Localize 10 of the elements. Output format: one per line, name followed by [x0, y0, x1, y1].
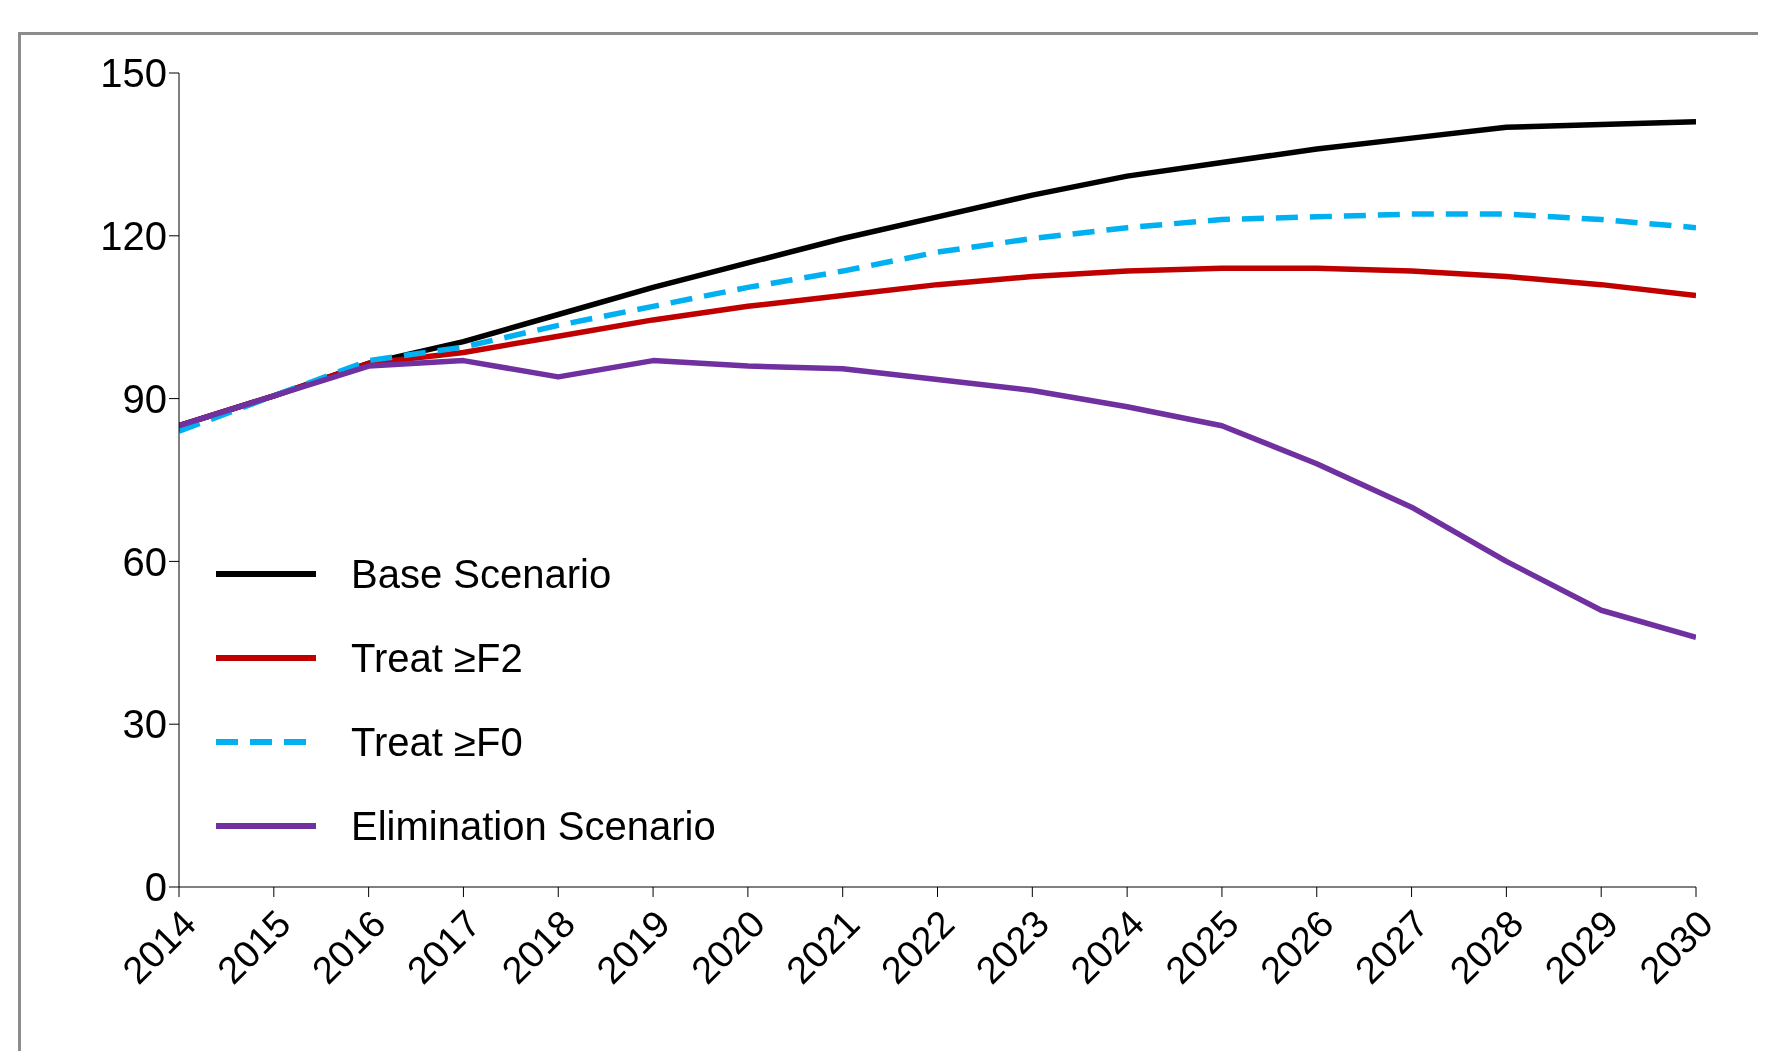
y-tick-label: 90	[122, 376, 167, 421]
legend-label: Treat ≥F2	[351, 635, 523, 681]
legend-label: Base Scenario	[351, 551, 612, 597]
y-tick-label: 150	[100, 51, 167, 96]
legend-label: Treat ≥F0	[351, 719, 523, 765]
y-tick-label: 120	[100, 214, 167, 258]
legend-label: Elimination Scenario	[351, 803, 716, 849]
y-tick-label: 60	[122, 539, 167, 584]
y-tick-label: 30	[122, 702, 167, 747]
y-tick-label: 0	[144, 865, 167, 910]
